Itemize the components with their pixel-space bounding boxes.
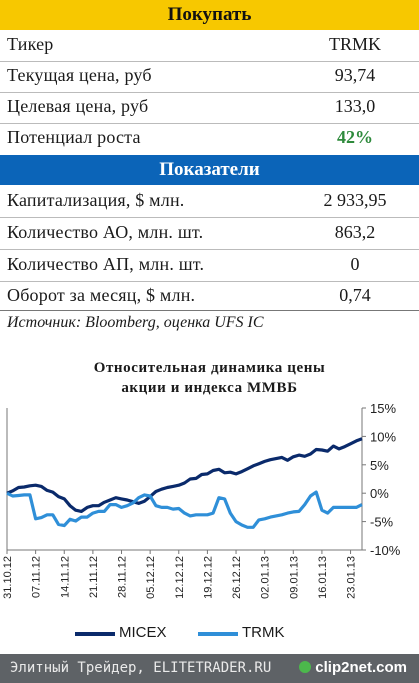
x-tick-label: 23.01.13 — [346, 556, 358, 599]
preferred-shares-value: 0 — [350, 254, 360, 274]
row-divider — [0, 217, 419, 218]
target-price-value: 133,0 — [334, 96, 376, 116]
footer-source-text: Элитный Трейдер, ELITETRADER.RU — [10, 660, 272, 676]
growth-potential-row: Потенциал роста 42% — [0, 123, 419, 154]
x-tick-label: 12.12.12 — [174, 556, 186, 599]
series-line-trmk — [6, 490, 363, 529]
common-shares-value: 863,2 — [334, 222, 376, 242]
buy-recommendation-header: Покупать — [0, 0, 419, 30]
y-tick-label: 0% — [370, 486, 389, 501]
target-price-row: Целевая цена, руб 133,0 — [0, 92, 419, 123]
row-divider — [0, 249, 419, 250]
monthly-turnover-label: Оборот за месяц, $ млн. — [7, 285, 196, 305]
indicators-header: Показатели — [0, 155, 419, 185]
preferred-shares-label: Количество АП, млн. шт. — [7, 254, 205, 274]
x-tick-label: 16.01.13 — [317, 556, 329, 599]
target-price-label: Целевая цена, руб — [7, 96, 149, 116]
current-price-value: 93,74 — [334, 65, 376, 85]
growth-potential-value: 42% — [337, 127, 373, 147]
relative-performance-chart: -10% -5% 0% 5% 10% 15% 31.10.12 07.11.12 14.11.1… — [2, 401, 401, 599]
capitalization-row: Капитализация, $ млн. 2 933,95 — [0, 186, 419, 217]
trmk-legend-swatch — [198, 632, 238, 636]
ticker-row: Тикер TRMK — [0, 30, 419, 61]
capitalization-value: 2 933,95 — [323, 190, 387, 210]
micex-legend-label: MICEX — [119, 624, 167, 641]
chart-title-line-2: акции и индекса ММВБ — [121, 380, 298, 396]
row-divider — [0, 123, 419, 124]
x-tick-label: 05.12.12 — [145, 556, 157, 599]
chart-legend: MICEX TRMK — [0, 622, 419, 644]
common-shares-label: Количество АО, млн. шт. — [7, 222, 204, 242]
series-line-micex — [6, 437, 363, 514]
common-shares-row: Количество АО, млн. шт. 863,2 — [0, 218, 419, 249]
ticker-label: Тикер — [7, 34, 54, 54]
chart-title: Относительная динамика цены акции и инде… — [0, 358, 419, 398]
current-price-label: Текущая цена, руб — [7, 65, 152, 85]
source-note: Источник: Bloomberg, оценка UFS IC — [7, 314, 264, 331]
monthly-turnover-value: 0,74 — [339, 285, 371, 305]
x-tick-label: 28.11.12 — [117, 556, 129, 598]
y-tick-label: -5% — [370, 515, 394, 530]
current-price-row: Текущая цена, руб 93,74 — [0, 61, 419, 92]
row-divider — [0, 92, 419, 93]
capitalization-label: Капитализация, $ млн. — [7, 190, 185, 210]
x-tick-label: 02.01.13 — [260, 556, 272, 599]
y-tick-label: -10% — [370, 543, 401, 558]
x-tick-label: 26.12.12 — [231, 556, 243, 599]
ticker-value: TRMK — [328, 34, 381, 54]
preferred-shares-row: Количество АП, млн. шт. 0 — [0, 250, 419, 281]
chart-title-line-1: Относительная динамика цены — [93, 360, 326, 376]
x-tick-label: 07.11.12 — [31, 556, 43, 598]
x-tick-label: 14.11.12 — [59, 556, 71, 598]
row-divider — [0, 61, 419, 62]
growth-potential-label: Потенциал роста — [7, 127, 141, 147]
monthly-turnover-row: Оборот за месяц, $ млн. 0,74 — [0, 281, 419, 312]
trmk-legend-label: TRMK — [242, 624, 285, 641]
clip2net-brand[interactable]: clip2net.com — [299, 659, 407, 676]
footer-bar: Элитный Трейдер, ELITETRADER.RU clip2net… — [0, 654, 419, 683]
x-tick-label: 21.11.12 — [88, 556, 100, 598]
row-divider — [0, 281, 419, 282]
y-tick-label: 10% — [370, 429, 396, 444]
x-tick-label: 31.10.12 — [2, 556, 14, 599]
clip2net-brand-label: clip2net.com — [315, 659, 407, 676]
y-tick-label: 15% — [370, 401, 396, 416]
table-bottom-border — [0, 310, 419, 311]
micex-legend-swatch — [75, 632, 115, 636]
y-tick-label: 5% — [370, 458, 389, 473]
x-tick-label: 09.01.13 — [288, 556, 300, 599]
clip2net-logo-icon — [299, 661, 312, 673]
x-tick-label: 19.12.12 — [202, 556, 214, 599]
